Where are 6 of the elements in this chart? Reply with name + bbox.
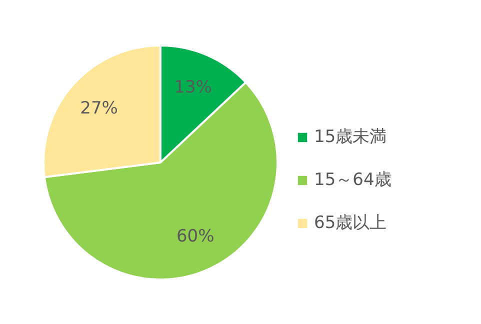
data-label: 13%	[174, 77, 212, 98]
legend-label: 65歳以上	[314, 212, 387, 234]
legend-label: 15～64歳	[314, 169, 392, 191]
data-label: 60%	[176, 226, 214, 247]
legend-label: 15歳未満	[314, 126, 387, 148]
data-label: 27%	[80, 98, 118, 118]
